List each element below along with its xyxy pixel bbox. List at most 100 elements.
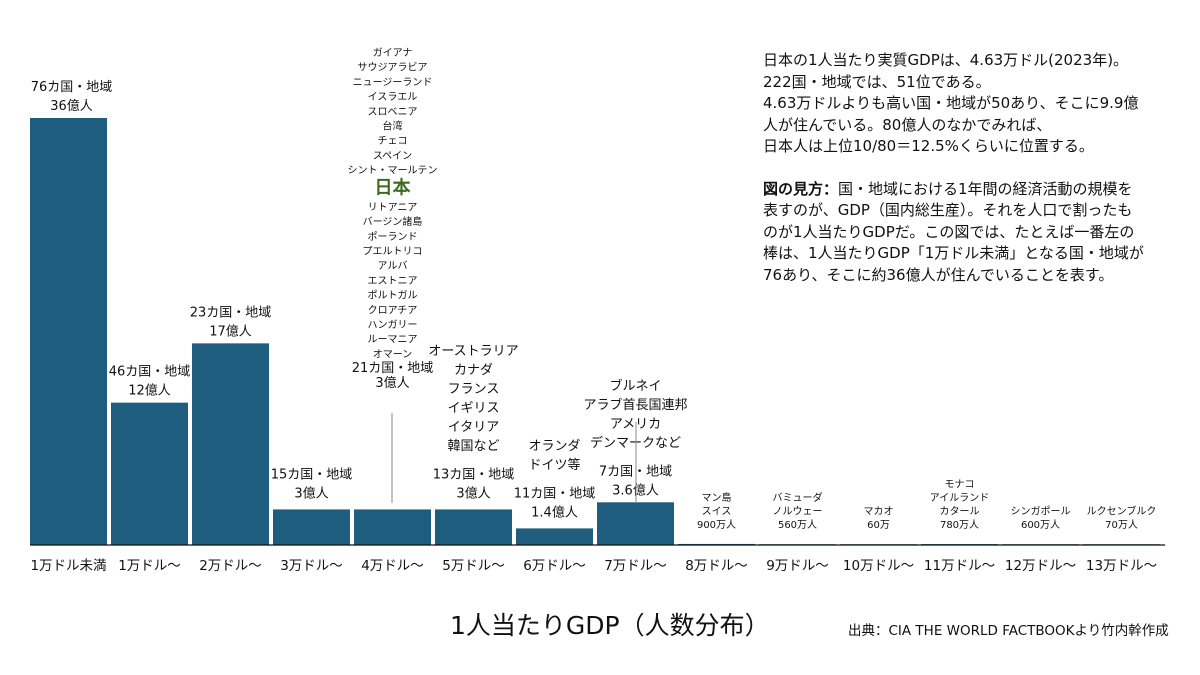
bar-label-line: オランダ — [528, 439, 580, 454]
bar-3万ドル〜 — [273, 509, 350, 545]
bar-label-line: スロベニア — [368, 106, 418, 118]
bar-label-line: ドイツ等 — [528, 457, 580, 473]
bar-label-line: ニュージーランド — [353, 76, 433, 88]
x-tick-label: 9万ドル〜 — [766, 558, 829, 574]
bar-label-line: イスラエル — [368, 91, 418, 103]
bar-label-line: アラブ首長国連邦 — [583, 397, 687, 413]
bar-label-line: ノルウェー — [773, 506, 823, 518]
x-tick-label: 4万ドル〜 — [361, 558, 424, 574]
bar-label-line: 60万 — [867, 520, 890, 531]
bar-label-line: マカオ — [864, 506, 894, 518]
bar-label-line: イギリス — [447, 401, 499, 416]
note-line: 日本人は上位10/80＝12.5%くらいに位置する。 — [763, 137, 1094, 155]
bar-label-line: スペイン — [373, 151, 412, 162]
bar-label-line: 11カ国・地域 — [514, 486, 596, 501]
bar-label-line: マン島 — [702, 491, 732, 504]
x-tick-label: 3万ドル〜 — [280, 558, 343, 574]
bar-label-line: オーストラリア — [428, 344, 518, 359]
bar-2万ドル〜 — [192, 343, 269, 545]
highlight-label-japan: 日本 — [375, 176, 411, 198]
bar-label-line: ハンガリー — [368, 319, 418, 331]
bar-label-line: シント・マールテン — [348, 166, 438, 177]
bar-7万ドル〜 — [597, 502, 674, 545]
bar-label-line: フランス — [448, 382, 500, 397]
bar-4万ドル〜 — [354, 509, 431, 545]
bar-label-line: 韓国など — [447, 439, 499, 454]
bar-label-line: 3億人 — [375, 375, 409, 391]
x-tick-labels-group: 1万ドル未満 1万ドル〜 2万ドル〜 3万ドル〜 4万ドル〜 5万ドル〜 6万ドル〜 7万ドル… — [30, 558, 1157, 574]
note-line: 日本の1人当たり実質GDPは、4.63万ドル(2023年)。 — [763, 51, 1129, 69]
bar-label-line: 70万人 — [1105, 519, 1138, 531]
bar-label-line: プエルトリコ — [363, 245, 423, 257]
x-tick-label: 1万ドル〜 — [118, 558, 181, 574]
bar-label-line: 36億人 — [50, 98, 93, 114]
bar-label-line: チェコ — [378, 135, 408, 147]
bar-label-line: カタール — [940, 506, 980, 518]
bar-label-line: モナコ — [945, 479, 975, 491]
bar-label-line: 台湾 — [383, 120, 403, 133]
bar-1万ドル〜 — [111, 402, 188, 545]
x-tick-label: 1万ドル未満 — [30, 558, 106, 574]
bar-label-line: アルバ — [378, 260, 408, 272]
bar-label-line: クロアチア — [368, 304, 418, 316]
bar-labels-group: 76カ国・地域 36億人 46カ国・地域 12億人 23カ国・地域 17億人 15カ国・地域… — [31, 47, 1157, 531]
bar-label-line: 12億人 — [128, 383, 171, 399]
chart-title: 1人当たりGDP（人数分布） — [450, 611, 770, 640]
x-tick-label: 7万ドル〜 — [604, 558, 667, 574]
x-tick-label: 8万ドル〜 — [685, 558, 748, 574]
bar-label-line: ポーランド — [368, 231, 418, 243]
note-heading: 図の見方： — [763, 179, 839, 198]
bar-1万ドル未満 — [30, 118, 107, 545]
x-tick-label: 2万ドル〜 — [199, 558, 262, 574]
bar-label-line: 23カ国・地域 — [190, 305, 272, 320]
bar-label-line: バミューダ — [773, 491, 823, 504]
bar-label-line: バージン諸島 — [363, 215, 423, 228]
bar-label-line: ルクセンブルク — [1087, 505, 1157, 518]
note-line: 4.63万ドルよりも高い国・地域が50あり、そこに9.9億 — [763, 94, 1139, 112]
x-tick-label: 11万ドル〜 — [924, 558, 995, 574]
bar-label-line: ブルネイ — [609, 378, 661, 394]
bar-5万ドル〜 — [435, 509, 512, 545]
bar-label-line: 600万人 — [1021, 519, 1060, 531]
bar-label-line: 1.4億人 — [531, 504, 578, 520]
bar-label-line: ルーマニア — [368, 335, 418, 346]
bar-label-line: 780万人 — [940, 519, 979, 531]
source-credit: 出典：CIA THE WORLD FACTBOOKより竹内幹作成 — [848, 623, 1169, 639]
x-tick-label: 12万ドル〜 — [1005, 558, 1076, 574]
bar-label-line: 17億人 — [209, 323, 252, 339]
bar-label-line: 13カ国・地域 — [433, 467, 515, 482]
bar-label-line: ガイアナ — [373, 47, 413, 59]
bar-label-line: 46カ国・地域 — [109, 365, 191, 380]
bar-label-line: 76カ国・地域 — [31, 80, 113, 95]
bar-label-line: イタリア — [448, 420, 499, 435]
x-tick-label: 13万ドル〜 — [1086, 558, 1157, 574]
x-tick-label: 5万ドル〜 — [442, 558, 505, 574]
bar-label-line: アイルランド — [930, 492, 990, 504]
bar-6万ドル〜 — [516, 528, 593, 545]
note-line: 国・地域における1年間の経済活動の規模を — [838, 179, 1133, 198]
bar-label-line: 900万人 — [697, 519, 736, 531]
bar-label-line: エストニア — [368, 276, 418, 287]
note-line: 表すのが、GDP（国内総生産）。それを人口で割ったも — [763, 201, 1133, 219]
bar-label-line: 21カ国・地域 — [352, 361, 434, 376]
bar-label-line: リトアニア — [368, 202, 418, 213]
note-line: 222国・地域では、51位である。 — [763, 72, 991, 91]
bar-label-line: カナダ — [454, 363, 493, 378]
explanation-note: 日本の1人当たり実質GDPは、4.63万ドル(2023年)。 222国・地域では… — [763, 50, 1183, 286]
x-tick-label: 6万ドル〜 — [523, 558, 586, 574]
bar-label-line: ポルトガル — [368, 290, 418, 302]
bar-label-line: 3億人 — [294, 485, 328, 501]
bar-label-line: 15カ国・地域 — [271, 467, 353, 482]
note-line: 棒は、1人当たりGDP「1万ドル未満」となる国・地域が — [763, 244, 1144, 262]
bar-label-line: 560万人 — [778, 519, 817, 531]
bar-label-line: サウジアラビア — [358, 62, 428, 74]
note-line: のが1人当たりGDPだ。この図では、たとえば一番左の — [763, 222, 1135, 241]
note-line: 人が住んでいる。80億人のなかでみれば、 — [763, 115, 1052, 134]
bar-label-line: オマーン — [373, 348, 413, 360]
bar-label-line: スイス — [702, 507, 732, 518]
bar-label-line: 3億人 — [456, 485, 490, 501]
bar-label-line: シンガポール — [1011, 506, 1071, 518]
x-tick-label: 10万ドル〜 — [843, 558, 914, 574]
note-line: 76あり、そこに約36億人が住んでいることを表す。 — [763, 265, 1114, 284]
